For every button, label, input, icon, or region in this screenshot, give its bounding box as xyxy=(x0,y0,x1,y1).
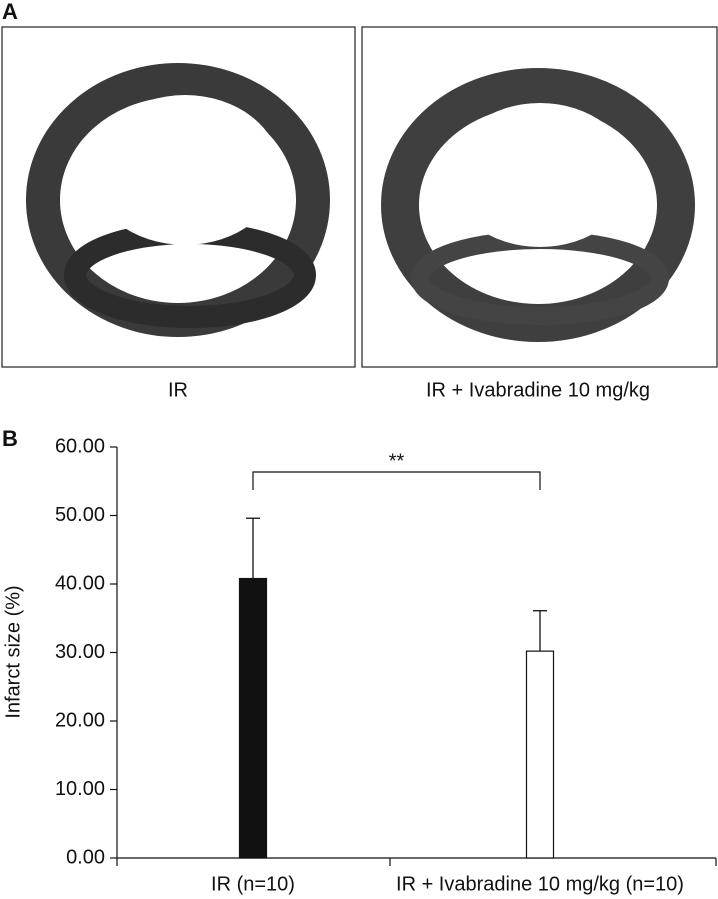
image-caption: IR + Ivabradine 10 mg/kg xyxy=(426,379,650,401)
y-tick-label: 30.00 xyxy=(55,641,105,663)
y-tick-label: 50.00 xyxy=(55,504,105,526)
y-tick-label: 0.00 xyxy=(66,846,105,868)
image-caption: IR xyxy=(168,379,188,401)
heart-lumen xyxy=(448,103,632,247)
y-axis-label: Infarct size (%) xyxy=(2,585,24,718)
significance-bracket xyxy=(252,471,541,490)
heart-image-ir xyxy=(1,26,356,368)
heart-lumen xyxy=(90,95,280,245)
y-tick-label: 60.00 xyxy=(55,435,105,457)
y-tick-label: 40.00 xyxy=(55,572,105,594)
bar xyxy=(525,650,555,859)
y-tick-label: 20.00 xyxy=(55,709,105,731)
panel-label: B xyxy=(2,426,18,451)
x-tick-label: IR (n=10) xyxy=(211,873,295,895)
heart-image-ivabradine xyxy=(361,26,718,368)
bar xyxy=(238,577,268,859)
y-tick-label: 10.00 xyxy=(55,778,105,800)
significance-label: ** xyxy=(389,450,405,472)
panel-label: A xyxy=(2,0,18,24)
x-tick-label: IR + Ivabradine 10 mg/kg (n=10) xyxy=(396,873,684,895)
